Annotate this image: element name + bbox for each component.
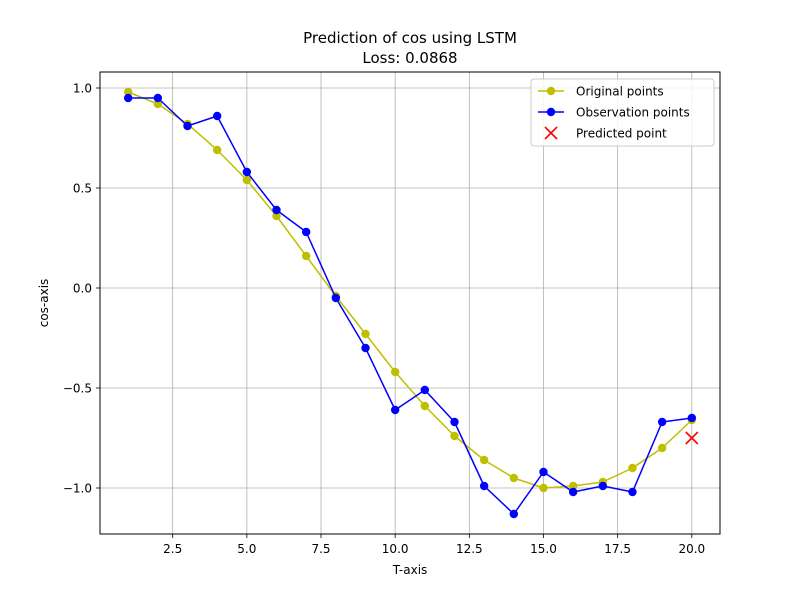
- observation-points-point: [628, 487, 637, 497]
- x-tick-label: 20.0: [678, 542, 705, 556]
- x-tick-label: 5.0: [237, 542, 256, 556]
- observation-points-line: [128, 97, 692, 515]
- original-points-point: [509, 473, 519, 483]
- x-tick-label: 12.5: [456, 542, 483, 556]
- x-tick-label: 2.5: [163, 542, 182, 556]
- original-points-point: [420, 401, 430, 411]
- observation-points-point: [153, 93, 163, 103]
- predicted-point-marker: [685, 431, 699, 445]
- x-tick-label: 10.0: [382, 542, 409, 556]
- observation-points-point: [598, 481, 608, 491]
- observation-points-point: [687, 413, 697, 423]
- plot-area-frame: [99, 71, 721, 535]
- observation-points-point: [123, 93, 133, 103]
- x-tick-label: 17.5: [604, 542, 631, 556]
- original-points-point: [450, 431, 459, 441]
- chart-title: Prediction of cos using LSTM: [303, 29, 517, 47]
- original-points-point: [628, 463, 637, 473]
- original-points-point: [153, 99, 163, 109]
- legend-box: [530, 78, 715, 147]
- original-points-point: [390, 367, 400, 377]
- observation-points-point: [212, 111, 222, 121]
- original-points-point: [657, 443, 667, 453]
- legend-original-points-label: Original points: [576, 85, 664, 99]
- predicted-point-marker-stroke: [685, 431, 699, 445]
- observation-points-point: [390, 405, 400, 415]
- original-points-point: [539, 483, 548, 493]
- y-tick-label: 0.5: [73, 182, 92, 196]
- observation-points-point: [539, 467, 548, 477]
- chart-subtitle: Loss: 0.0868: [362, 49, 457, 67]
- original-points-point: [212, 145, 222, 155]
- original-points-point: [123, 87, 133, 97]
- original-points-point: [242, 175, 252, 185]
- x-tick-label: 15.0: [530, 542, 557, 556]
- y-axis-ticks: −1.0 −0.5 0.0 0.5 1.0: [63, 82, 100, 496]
- legend-original-points-marker: [546, 86, 556, 96]
- x-axis-ticks: 2.5 5.0 7.5 10.0 12.5 15.0 17.5 20.0: [163, 534, 705, 556]
- original-points-line: [127, 91, 693, 489]
- y-tick-label: 1.0: [73, 82, 92, 96]
- legend-predicted-point-label: Predicted point: [576, 127, 667, 141]
- y-tick-label: 0.0: [73, 282, 92, 296]
- legend: Original points Observation points Predict…: [530, 78, 715, 147]
- original-points-point: [479, 455, 489, 465]
- legend-observation-points-marker: [546, 107, 556, 117]
- original-points-point: [568, 481, 578, 491]
- observation-points-point: [361, 343, 370, 353]
- legend-predicted-point-marker: [544, 126, 558, 140]
- y-tick-label: −1.0: [63, 482, 92, 496]
- legend-observation-points-label: Observation points: [576, 106, 690, 120]
- observation-points-point: [568, 487, 578, 497]
- observation-points-point: [183, 121, 192, 131]
- observation-points-point: [509, 509, 519, 519]
- original-points-point: [361, 329, 370, 339]
- observation-points-point: [301, 227, 311, 237]
- y-tick-label: −0.5: [63, 382, 92, 396]
- y-axis-label: cos-axis: [37, 279, 51, 328]
- x-axis-label: T-axis: [392, 563, 428, 577]
- original-points-point: [301, 251, 311, 261]
- observation-points-point: [331, 293, 341, 303]
- original-points-point: [272, 211, 281, 221]
- x-tick-label: 7.5: [311, 542, 330, 556]
- observation-points-point: [272, 205, 281, 215]
- plot-series: [123, 87, 699, 519]
- observation-points-point: [242, 167, 252, 177]
- observation-points-point: [479, 481, 489, 491]
- observation-points-point: [450, 417, 459, 427]
- observation-points-point: [657, 417, 667, 427]
- observation-points-point: [420, 385, 430, 395]
